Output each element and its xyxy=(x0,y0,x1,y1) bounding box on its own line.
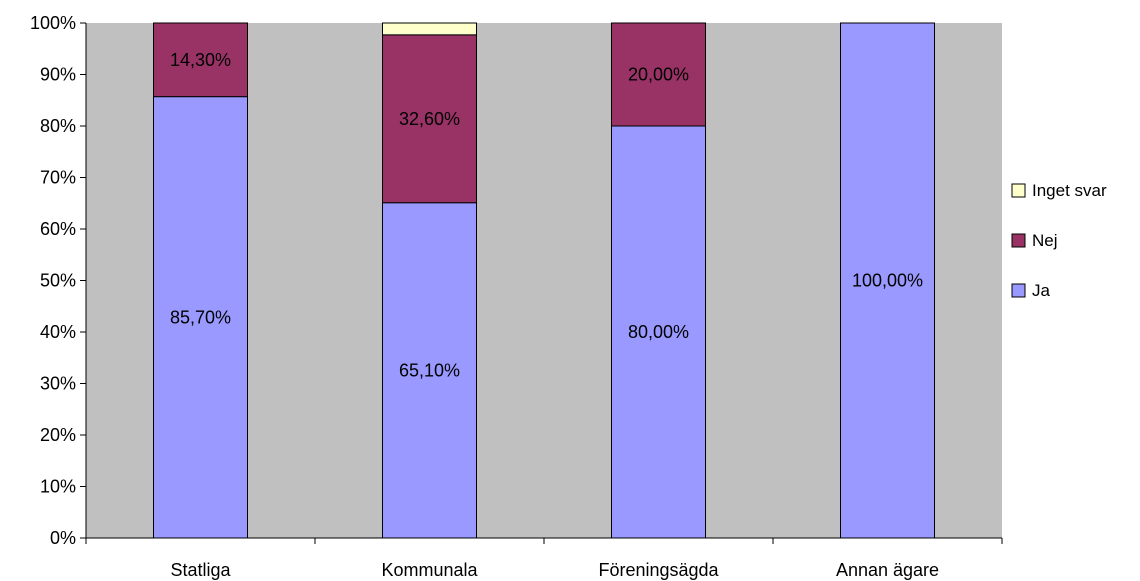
bars-group: 85,70% 14,30% 65,10% 32,60% 80,00% 20,00% 100,… xyxy=(153,22,935,539)
data-label-nej-f-renings-gda: 20,00% xyxy=(628,65,689,85)
y-tick-label: 40% xyxy=(40,322,76,342)
data-label-nej-statliga: 14,30% xyxy=(170,50,231,70)
x-category-label-annan-gare: Annan ägare xyxy=(836,560,939,580)
legend-swatch-inget-svar xyxy=(1011,183,1026,198)
y-tick-label: 30% xyxy=(40,374,76,394)
data-label-ja-statliga: 85,70% xyxy=(170,307,231,327)
y-tick-label: 100% xyxy=(30,13,76,33)
bar-nej-statliga xyxy=(153,22,248,98)
y-tick-label: 20% xyxy=(40,425,76,445)
y-tick-label: 70% xyxy=(40,168,76,188)
legend-swatch-ja xyxy=(1011,283,1026,298)
data-label-ja-kommunala: 65,10% xyxy=(399,360,460,380)
y-tick-label: 0% xyxy=(50,528,76,548)
legend-label-inget-svar: Inget svar xyxy=(1032,181,1107,200)
bar-ja-statliga xyxy=(153,96,248,539)
legend-swatch-nej xyxy=(1011,233,1026,248)
legend-label-ja: Ja xyxy=(1032,281,1051,300)
bar-ja-annan-gare xyxy=(840,22,935,539)
legend-label-nej: Nej xyxy=(1032,231,1058,250)
legend: Inget svar Nej Ja xyxy=(1011,181,1107,300)
x-category-label-statliga: Statliga xyxy=(170,560,231,580)
axes-group: 0% 10% 20% 30% 40% 50% 60% 70% 80% 90% 100% Statlig… xyxy=(30,13,1003,580)
bar-nej-f-renings-gda xyxy=(611,22,706,127)
bar-inget-svar-kommunala xyxy=(382,22,477,36)
y-tick-label: 90% xyxy=(40,65,76,85)
data-label-ja-f-renings-gda: 80,00% xyxy=(628,322,689,342)
y-tick-label: 10% xyxy=(40,477,76,497)
y-tick-label: 50% xyxy=(40,271,76,291)
data-label-nej-kommunala: 32,60% xyxy=(399,109,460,129)
data-label-ja-annan-gare: 100,00% xyxy=(852,271,923,291)
y-tick-label: 60% xyxy=(40,219,76,239)
bar-ja-kommunala xyxy=(382,202,477,539)
x-category-label-kommunala: Kommunala xyxy=(381,560,478,580)
y-tick-label: 80% xyxy=(40,116,76,136)
bar-nej-kommunala xyxy=(382,34,477,204)
x-category-label-f-renings-gda: Föreningsägda xyxy=(598,560,719,580)
